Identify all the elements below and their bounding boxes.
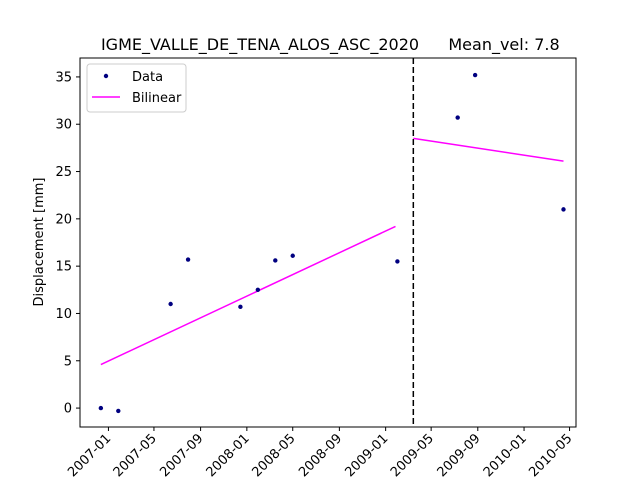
x-tick-label: 2008-01 [204,431,253,480]
data-point [116,408,121,414]
x-tick-label: 2009-05 [388,431,437,480]
y-tick-label: 25 [55,165,72,180]
data-point [472,72,478,78]
chart-subtitle: Mean_vel: 7.8 [448,35,559,55]
data-point [255,287,261,293]
x-tick-label: 2010-01 [481,431,530,480]
y-tick-label: 20 [55,212,72,227]
data-point [290,253,295,258]
legend-data-marker [103,73,109,79]
x-tick-label: 2008-05 [250,431,299,480]
bilinear-fit-segment [100,225,396,366]
legend-label-data: Data [132,70,163,85]
data-point [561,207,566,212]
data-point [273,258,278,263]
y-tick-label: 15 [55,260,72,275]
data-point [455,115,460,120]
y-axis-label: Displacement [mm] [32,178,47,307]
plot-frame [79,57,577,428]
x-tick-label: 2007-01 [65,431,114,480]
data-point [238,304,243,310]
plot-area [98,58,566,427]
x-tick-label: 2007-09 [157,431,206,480]
y-tick-label: 35 [55,70,72,85]
chart-title: IGME_VALLE_DE_TENA_ALOS_ASC_2020 [101,35,419,55]
x-tick-label: 2009-09 [435,431,484,480]
y-tick-label: 5 [64,354,72,369]
x-axis-ticks: 2007-012007-052007-092008-012008-052008-… [65,427,575,480]
x-tick-label: 2008-09 [296,431,345,480]
x-tick-label: 2007-05 [111,431,160,480]
data-point [98,405,104,411]
data-point [395,259,400,264]
x-tick-label: 2009-01 [342,431,391,480]
x-tick-label: 2010-05 [526,431,575,480]
data-point [168,301,173,307]
legend-label-bilinear: Bilinear [132,91,182,106]
bilinear-fit-segment [413,137,564,162]
y-tick-label: 10 [55,307,72,322]
y-tick-label: 0 [64,402,72,417]
legend-box [86,63,187,113]
legend: Data Bilinear [86,63,187,113]
y-axis-ticks: 0 5 10 15 20 25 30 35 [55,70,80,417]
data-point [185,257,191,262]
y-tick-label: 30 [55,118,72,133]
